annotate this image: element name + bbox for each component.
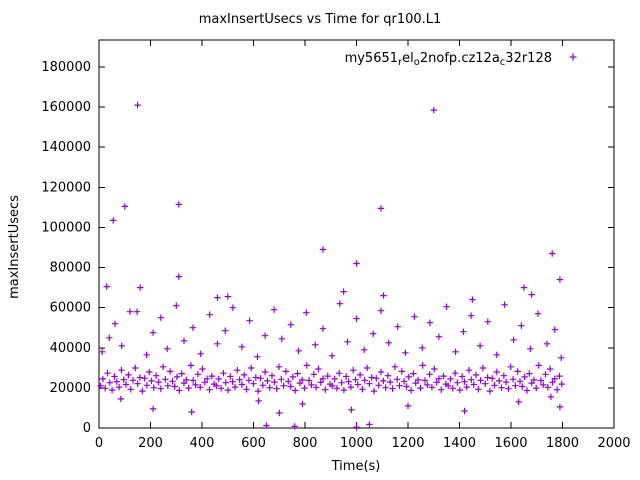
x-tick-label: 1800 xyxy=(546,436,579,451)
y-tick-label: 180000 xyxy=(41,60,91,75)
legend: my5651relo2nofp.cz12ac32r128 xyxy=(345,51,577,68)
x-tick-label: 1000 xyxy=(340,436,373,451)
y-tick-label: 0 xyxy=(83,421,91,436)
y-tick-label: 100000 xyxy=(41,220,91,235)
x-tick-label: 1600 xyxy=(494,436,527,451)
x-tick-label: 2000 xyxy=(597,436,630,451)
y-tick-label: 40000 xyxy=(50,341,91,356)
y-axis-ticks: 0 20000 40000 60000 80000 100000 120000 140000 1… xyxy=(41,60,614,436)
x-tick-label: 1200 xyxy=(391,436,424,451)
x-tick-label: 0 xyxy=(95,436,103,451)
y-tick-label: 80000 xyxy=(50,261,91,276)
legend-label: my5651relo2nofp.cz12ac32r128 xyxy=(345,51,552,68)
chart-title: maxInsertUsecs vs Time for qr100.L1 xyxy=(199,12,442,27)
x-tick-label: 400 xyxy=(190,436,215,451)
y-tick-label: 140000 xyxy=(41,140,91,155)
y-tick-label: 120000 xyxy=(41,180,91,195)
plot-border xyxy=(98,39,615,429)
x-tick-label: 800 xyxy=(293,436,318,451)
x-tick-label: 200 xyxy=(138,436,163,451)
data-points-layer xyxy=(97,101,565,431)
x-axis-label: Time(s) xyxy=(331,459,381,474)
y-tick-label: 60000 xyxy=(50,301,91,316)
legend-plus-marker xyxy=(569,53,577,61)
data-points xyxy=(97,101,565,431)
x-tick-label: 600 xyxy=(241,436,266,451)
y-axis-label: maxInsertUsecs xyxy=(7,195,22,299)
x-tick-label: 1400 xyxy=(443,436,476,451)
y-tick-label: 20000 xyxy=(50,381,91,396)
y-tick-label: 160000 xyxy=(41,100,91,115)
x-axis-ticks: 0 200 400 600 800 1000 1200 1400 1600 1800 2000 xyxy=(95,40,631,451)
